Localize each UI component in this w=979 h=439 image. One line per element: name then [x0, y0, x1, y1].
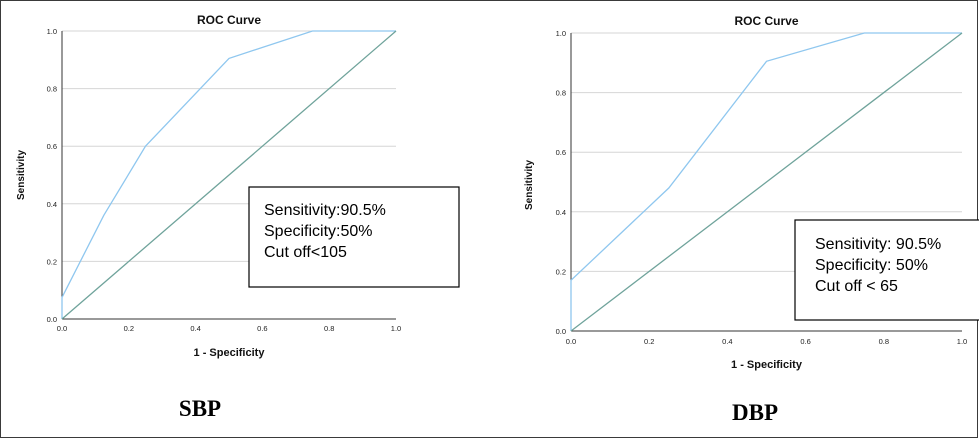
y-tick-label: 0.0	[47, 315, 57, 324]
annotation-box: Sensitivity:90.5% Specificity:50% Cut off<…	[248, 186, 460, 288]
x-tick-label: 1.0	[391, 324, 401, 333]
chart-title: ROC Curve	[197, 13, 261, 27]
x-tick-label: 0.2	[124, 324, 134, 333]
y-tick-label: 0.2	[47, 257, 57, 266]
y-tick-label: 0.2	[556, 267, 566, 276]
annotation-border	[248, 186, 460, 288]
annotation-line: Cut off<105	[264, 244, 347, 261]
y-tick-label: 0.8	[556, 89, 566, 98]
annotation-border	[794, 219, 979, 321]
roc-curve-line	[61, 30, 396, 319]
y-tick-label: 0.8	[47, 85, 57, 94]
y-tick-label: 1.0	[47, 27, 57, 36]
x-tick-label: 0.4	[190, 324, 200, 333]
chart-panel-1: 0.0 0.2 0.4 0.6 0.8 1.0 0.0 0.2 0.4 0.6 0.8 1.0 ROC …	[16, 13, 460, 421]
annotation-line: Specificity: 50%	[815, 257, 928, 274]
x-tick-label: 0.4	[722, 337, 732, 346]
x-axis-label: 1 - Specificity	[731, 359, 803, 371]
x-axis-label: 1 - Specificity	[194, 347, 266, 359]
x-tick-label: 0.0	[566, 337, 576, 346]
x-tick-label: 0.0	[57, 324, 67, 333]
x-tick-label: 0.8	[879, 337, 889, 346]
y-tick-label: 0.4	[47, 200, 57, 209]
roc-curve-line	[570, 32, 962, 331]
x-tick-label: 0.2	[644, 337, 654, 346]
annotation-box: Sensitivity: 90.5% Specificity: 50% Cut of…	[794, 219, 979, 321]
y-tick-label: 0.6	[556, 148, 566, 157]
y-axis-label: Sensitivity	[524, 160, 535, 210]
x-tick-label: 1.0	[957, 337, 967, 346]
x-tick-label: 0.6	[800, 337, 810, 346]
y-axis-label: Sensitivity	[16, 150, 27, 200]
y-tick-label: 0.0	[556, 327, 566, 336]
panel-caption: SBP	[179, 396, 221, 421]
x-tick-label: 0.8	[324, 324, 334, 333]
y-tick-label: 0.4	[556, 208, 566, 217]
annotation-line: Cut off < 65	[815, 278, 898, 295]
chart-title: ROC Curve	[734, 14, 798, 28]
panel-caption: DBP	[732, 400, 778, 425]
annotation-line: Sensitivity:90.5%	[264, 202, 386, 219]
x-tick-label: 0.6	[257, 324, 267, 333]
reference-diagonal-line	[61, 30, 397, 320]
annotation-line: Sensitivity: 90.5%	[815, 236, 941, 253]
y-tick-label: 0.6	[47, 142, 57, 151]
annotation-line: Specificity:50%	[264, 223, 373, 240]
y-tick-label: 1.0	[556, 29, 566, 38]
reference-diagonal-line	[570, 32, 963, 332]
chart-panel-2: 0.0 0.2 0.4 0.6 0.8 1.0 0.0 0.2 0.4 0.6 0.8 1.0 ROC …	[524, 14, 979, 425]
